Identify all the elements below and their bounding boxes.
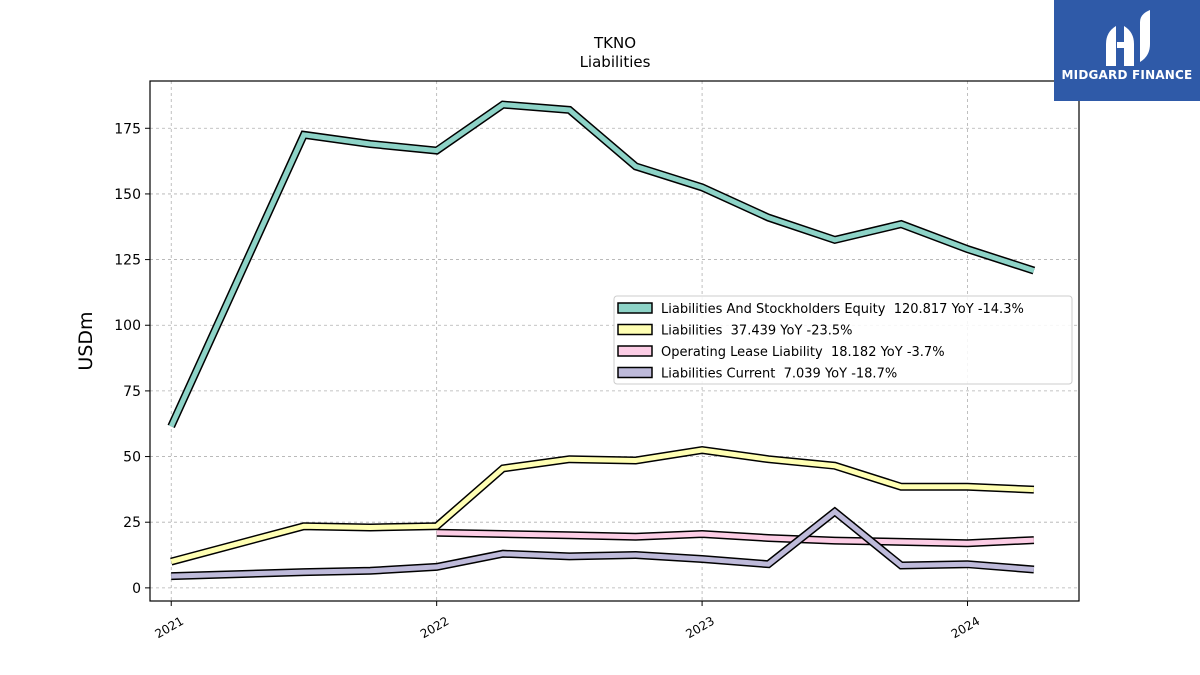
legend-swatch <box>617 366 653 379</box>
y-tick-label: 0 <box>132 581 141 597</box>
legend-box <box>613 295 1073 385</box>
y-tick-label: 50 <box>123 450 141 466</box>
x-tick-label: 2024 <box>949 614 982 641</box>
brand-mark-icon <box>1106 10 1150 66</box>
series-line-2 <box>170 447 1035 565</box>
y-tick-label: 125 <box>114 253 141 269</box>
y-tick-label: 75 <box>123 384 141 400</box>
chart-subtitle: Liabilities <box>580 53 651 71</box>
x-tick-label: 2023 <box>683 614 716 641</box>
legend-label: Liabilities 37.439 YoY -23.5% <box>661 324 853 339</box>
plot-frame <box>149 80 1080 602</box>
legend-swatch <box>617 323 653 336</box>
x-tick-label: 2021 <box>153 614 186 641</box>
brand-name: MIDGARD FINANCE <box>1061 68 1193 82</box>
series-line-4 <box>171 508 1035 579</box>
series-line-3 <box>436 530 1035 546</box>
legend-swatch <box>617 345 653 357</box>
midgard-finance-logo: MIDGARD FINANCE <box>1054 0 1200 101</box>
chart-title: TKNO <box>593 34 636 52</box>
y-tick-label: 25 <box>123 515 141 531</box>
y-tick-label: 100 <box>114 318 141 334</box>
series-lines <box>167 100 1036 581</box>
legend-label: Liabilities And Stockholders Equity 120.… <box>661 302 1024 317</box>
legend-label: Operating Lease Liability 18.182 YoY -3.… <box>661 345 945 360</box>
y-tick-label: 150 <box>114 187 141 203</box>
legend-label: Liabilities Current 7.039 YoY -18.7% <box>661 367 897 382</box>
series-line-1 <box>168 102 1035 428</box>
y-tick-label: 175 <box>114 121 141 137</box>
x-tick-label: 2022 <box>418 614 451 641</box>
legend: Liabilities And Stockholders Equity 120.… <box>613 295 1073 385</box>
legend-swatch <box>617 302 653 314</box>
y-axis-label: USDm <box>75 311 97 370</box>
